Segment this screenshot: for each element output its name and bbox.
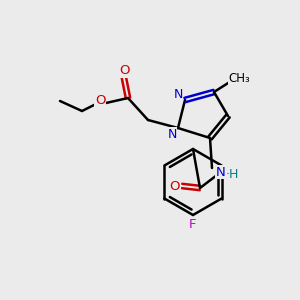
Text: CH₃: CH₃ [228,71,250,85]
Text: F: F [189,218,197,232]
Text: O: O [170,179,180,193]
Text: N: N [216,166,226,178]
Text: ·H: ·H [225,167,239,181]
Text: N: N [173,88,183,101]
Text: N: N [167,128,177,140]
Text: O: O [119,64,129,77]
Text: O: O [95,94,105,107]
